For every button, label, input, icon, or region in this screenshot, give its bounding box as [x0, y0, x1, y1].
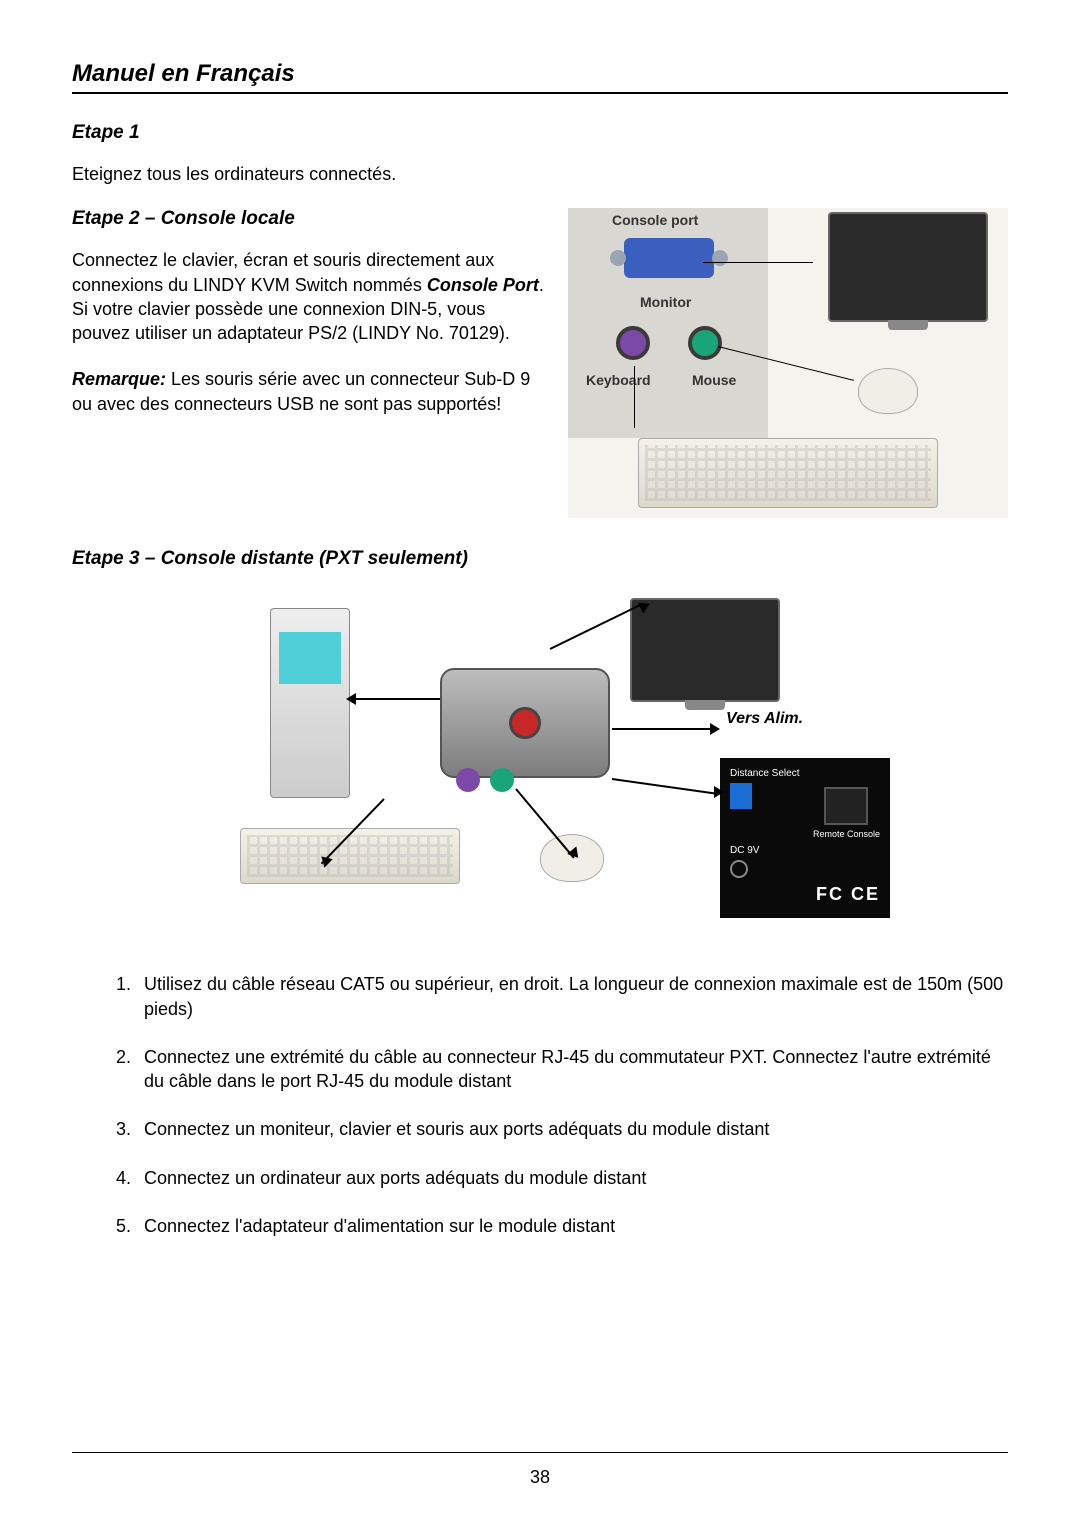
arrow-alim	[612, 728, 712, 730]
tower-icon	[270, 608, 350, 798]
step2-p2: Remarque: Les souris série avec un conne…	[72, 367, 544, 416]
remote-console-label: Remote Console	[813, 829, 880, 839]
label-mouse: Mouse	[692, 372, 736, 388]
step1-heading: Etape 1	[72, 122, 1008, 144]
step2-heading: Etape 2 – Console locale	[72, 208, 544, 230]
arrowhead-tower	[346, 693, 356, 705]
vers-alim-label: Vers Alim.	[726, 710, 803, 728]
step1-text: Eteignez tous les ordinateurs connectés.	[72, 162, 1008, 186]
remote-panel: Distance Select Remote Console DC 9V FC …	[720, 758, 890, 918]
step3-heading: Etape 3 – Console distante (PXT seulemen…	[72, 548, 1008, 570]
line-keyboard	[634, 366, 635, 428]
device-ps2-mouse-icon	[490, 768, 514, 792]
monitor2-icon	[630, 598, 780, 702]
list-item: Connectez un moniteur, clavier et souris…	[136, 1117, 1008, 1141]
arrow-monitor	[550, 605, 641, 651]
monitor-icon	[828, 212, 988, 322]
arrowhead-alim	[710, 723, 720, 735]
distance-select-label: Distance Select	[730, 768, 880, 779]
fcce-label: FC CE	[730, 884, 880, 905]
device-ps2-kb-icon	[456, 768, 480, 792]
arrow-tower	[352, 698, 440, 700]
dip-switch-icon	[730, 783, 752, 809]
vga-port-icon	[624, 238, 714, 278]
page-number: 38	[530, 1467, 550, 1487]
label-console-port: Console port	[612, 212, 698, 228]
keyboard2-icon	[240, 828, 460, 884]
list-item: Utilisez du câble réseau CAT5 ou supérie…	[136, 972, 1008, 1021]
line-monitor	[703, 262, 813, 263]
arrowhead-panel	[714, 786, 724, 798]
page-footer: 38	[72, 1452, 1008, 1488]
keyboard-icon	[638, 438, 938, 508]
dc9v-label: DC 9V	[730, 845, 880, 856]
arrow-panel	[612, 778, 717, 795]
label-monitor: Monitor	[640, 294, 691, 310]
list-item: Connectez une extrémité du câble au conn…	[136, 1045, 1008, 1094]
list-item: Connectez un ordinateur aux ports adéqua…	[136, 1166, 1008, 1190]
list-item: Connectez l'adaptateur d'alimentation su…	[136, 1214, 1008, 1238]
mouse-icon	[858, 368, 918, 414]
remarque-label: Remarque:	[72, 369, 166, 389]
console-port-term: Console Port	[427, 275, 539, 295]
step3-list: Utilisez du câble réseau CAT5 ou supérie…	[136, 972, 1008, 1238]
step2-p1: Connectez le clavier, écran et souris di…	[72, 248, 544, 345]
page-title: Manuel en Français	[72, 60, 1008, 94]
rj45-icon	[824, 787, 868, 825]
dc-jack-icon	[730, 860, 748, 878]
kvm-device-icon	[440, 668, 610, 778]
figure-console-distante: Vers Alim. Distance Select Remote Consol…	[170, 588, 910, 948]
figure-console-locale: Console port Monitor Keyboard Mouse	[568, 208, 1008, 518]
label-keyboard: Keyboard	[586, 372, 651, 388]
